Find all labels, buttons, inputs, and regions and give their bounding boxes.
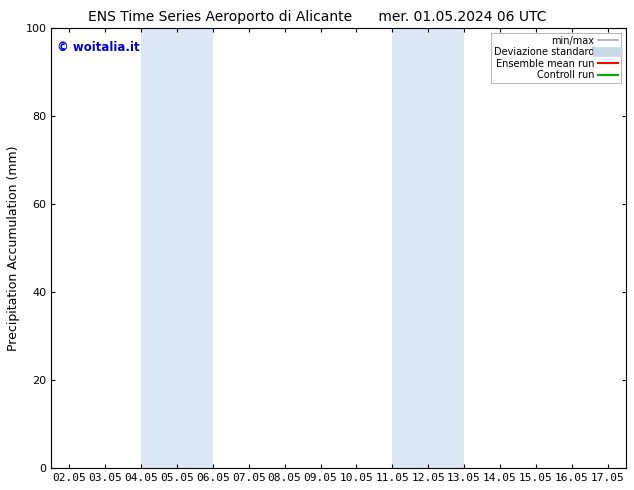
Bar xyxy=(392,28,464,468)
Y-axis label: Precipitation Accumulation (mm): Precipitation Accumulation (mm) xyxy=(7,146,20,351)
Legend: min/max, Deviazione standard, Ensemble mean run, Controll run: min/max, Deviazione standard, Ensemble m… xyxy=(491,33,621,83)
Bar xyxy=(141,28,213,468)
Text: ENS Time Series Aeroporto di Alicante      mer. 01.05.2024 06 UTC: ENS Time Series Aeroporto di Alicante me… xyxy=(87,10,547,24)
Text: © woitalia.it: © woitalia.it xyxy=(57,41,139,54)
